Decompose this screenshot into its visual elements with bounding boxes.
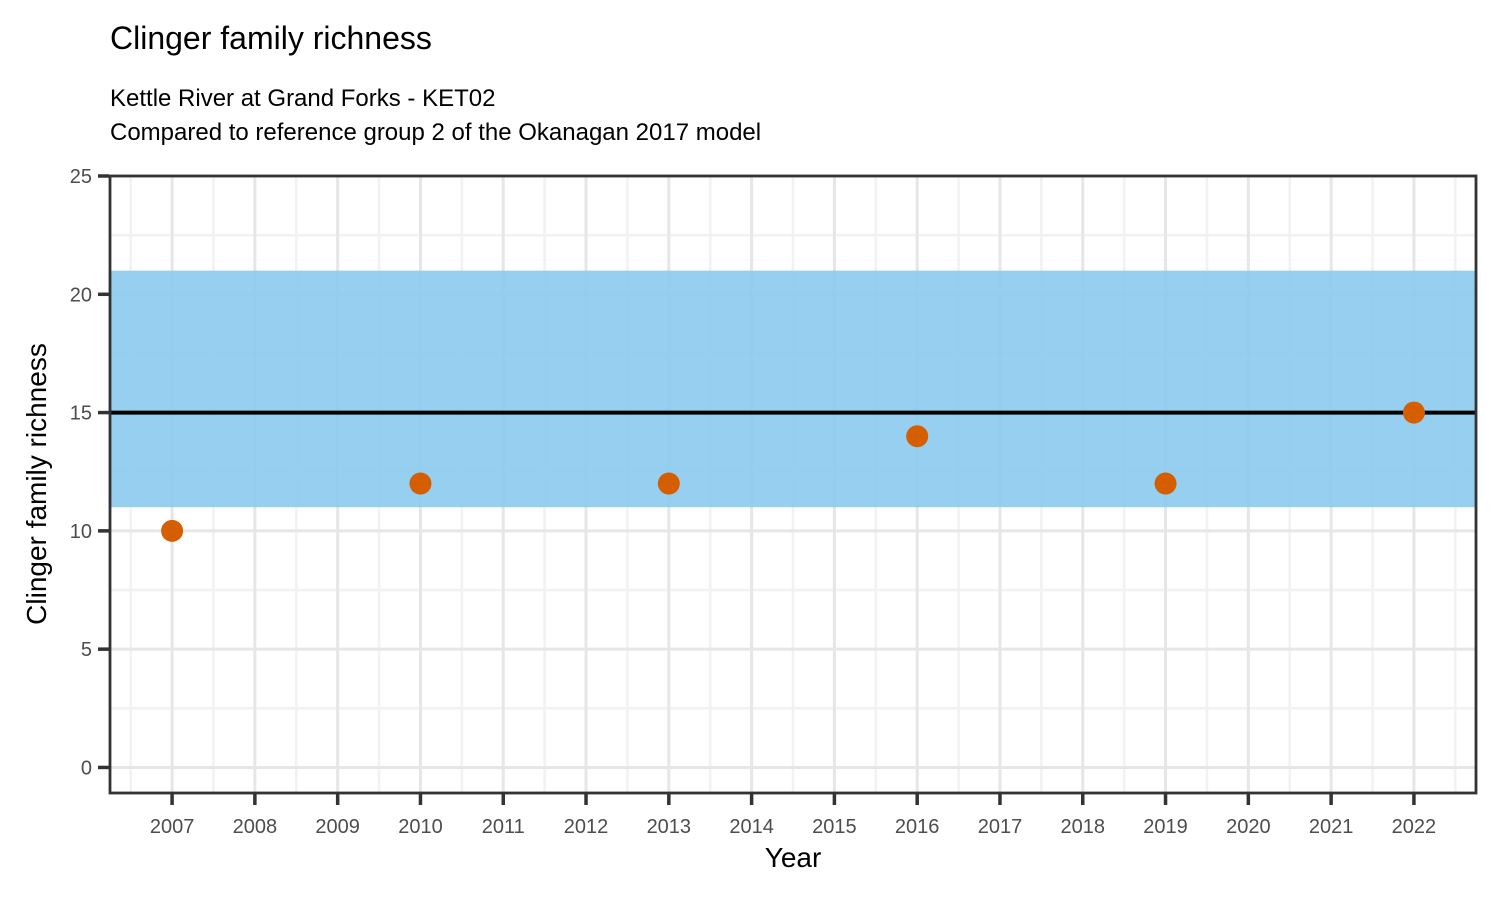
chart-subtitle-line-2: Compared to reference group 2 of the Oka…	[110, 119, 762, 146]
x-tick-label: 2012	[564, 816, 609, 838]
x-tick-label: 2015	[812, 816, 857, 838]
data-point	[1402, 401, 1425, 424]
x-tick-label: 2014	[729, 816, 774, 838]
y-tick-label: 15	[70, 403, 92, 425]
x-tick-label: 2007	[150, 816, 195, 838]
x-tick-label: 2008	[233, 816, 278, 838]
x-tick-label: 2018	[1061, 816, 1106, 838]
y-axis-title: Clinger family richness	[21, 343, 52, 625]
y-tick-label: 20	[70, 284, 92, 306]
x-tick-label: 2021	[1309, 816, 1354, 838]
chart-subtitle-line-1: Kettle River at Grand Forks - KET02	[110, 85, 496, 112]
chart-title: Clinger family richness	[110, 20, 432, 56]
data-point	[1154, 472, 1177, 495]
x-tick-label: 2019	[1143, 816, 1188, 838]
data-point	[906, 425, 929, 448]
data-point	[657, 472, 680, 495]
reference-band	[110, 270, 1476, 508]
x-tick-label: 2022	[1392, 816, 1437, 838]
x-tick-label: 2009	[315, 816, 360, 838]
x-tick-label: 2010	[398, 816, 443, 838]
x-tick-label: 2011	[482, 816, 525, 838]
y-tick-label: 10	[70, 521, 92, 543]
y-tick-label: 5	[81, 639, 92, 661]
chart-subtitle: Kettle River at Grand Forks - KET02 Comp…	[110, 82, 761, 150]
x-tick-label: 2016	[895, 816, 940, 838]
y-tick-label: 0	[81, 757, 92, 779]
x-axis-title: Year	[764, 842, 822, 873]
data-point	[409, 472, 432, 495]
x-tick-label: 2013	[647, 816, 692, 838]
x-tick-label: 2020	[1226, 816, 1271, 838]
data-point	[161, 519, 184, 542]
y-tick-label: 25	[70, 166, 92, 188]
x-tick-label: 2017	[978, 816, 1023, 838]
panel-border	[108, 174, 1478, 795]
